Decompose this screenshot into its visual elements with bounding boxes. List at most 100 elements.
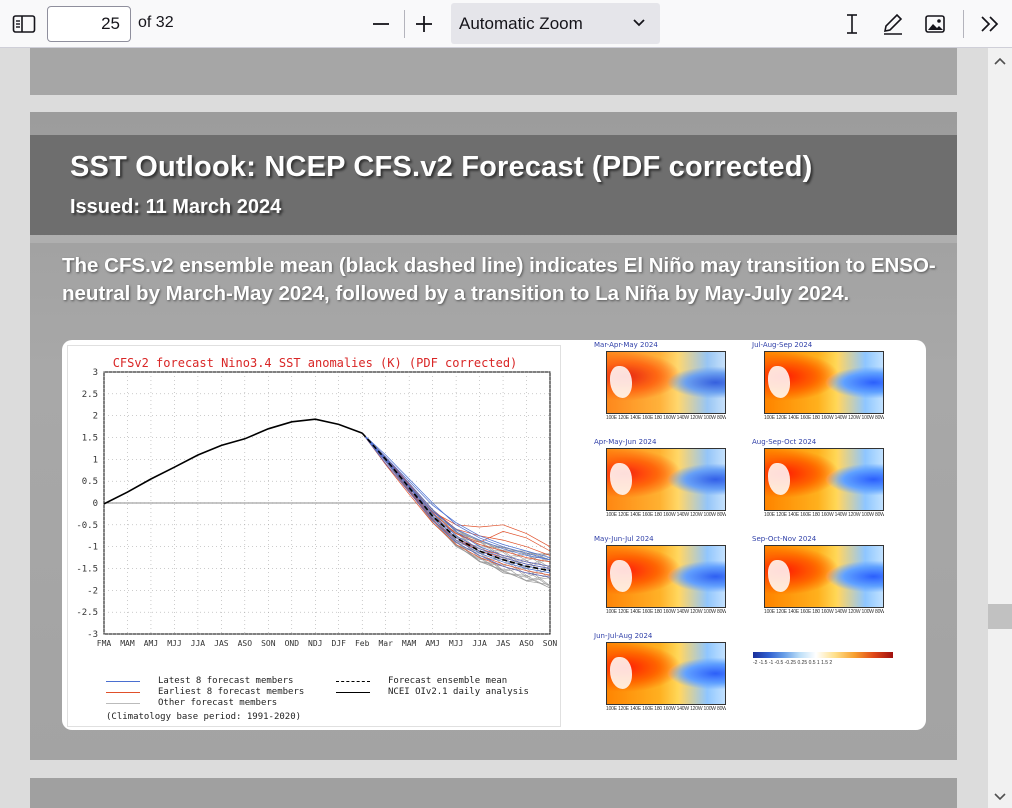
latest-member-line bbox=[361, 432, 551, 567]
sst-map: Sep-Oct-Nov 2024 100E 120E 140E 160E 180 … bbox=[750, 535, 884, 620]
scroll-down-icon[interactable] bbox=[988, 786, 1012, 806]
x-tick-label: Feb bbox=[355, 639, 370, 648]
map-lon-ticks: 100E 120E 140E 160E 180 160W 140W 120W 1… bbox=[606, 512, 726, 518]
legend-latest: Latest 8 forecast members bbox=[106, 676, 326, 688]
zoom-out-button[interactable] bbox=[366, 9, 396, 39]
legend-label-earliest: Earliest 8 forecast members bbox=[158, 687, 305, 697]
toolbar-separator bbox=[963, 10, 964, 38]
y-tick-label: -0.5 bbox=[76, 521, 98, 531]
map-landmass bbox=[768, 560, 790, 592]
x-tick-label: JAS bbox=[214, 639, 229, 648]
map-landmass bbox=[768, 366, 790, 398]
map-landmass bbox=[768, 463, 790, 495]
x-tick-label: DJF bbox=[332, 639, 347, 648]
legend-other: Other forecast members bbox=[106, 698, 326, 710]
x-tick-label: ASO bbox=[238, 639, 253, 648]
x-tick-label: AMJ bbox=[425, 639, 439, 648]
image-tool-button[interactable] bbox=[920, 9, 950, 39]
y-tick-label: 2 bbox=[93, 412, 98, 422]
text-tool-button[interactable] bbox=[838, 9, 866, 39]
map-title: Mar-Apr-May 2024 bbox=[594, 341, 658, 349]
next-page bbox=[30, 778, 957, 808]
chevron-down-icon bbox=[633, 19, 645, 27]
zoom-out-icon bbox=[373, 23, 389, 25]
legend-swatch-earliest bbox=[106, 692, 140, 693]
legend-mean: Forecast ensemble mean bbox=[336, 676, 556, 688]
map-title: Jun-Jul-Aug 2024 bbox=[594, 632, 653, 640]
y-tick-label: 0.5 bbox=[82, 477, 98, 487]
more-tools-button[interactable] bbox=[974, 9, 1006, 39]
map-plot bbox=[606, 351, 726, 414]
map-title: Jul-Aug-Sep 2024 bbox=[752, 341, 813, 349]
latest-member-line bbox=[361, 432, 551, 558]
divider bbox=[30, 235, 957, 243]
zoom-select-value: Automatic Zoom bbox=[459, 14, 583, 33]
legend-analysis: NCEI OIv2.1 daily analysis bbox=[336, 687, 556, 699]
chart-title: CFSv2 forecast Nino3.4 SST anomalies (K)… bbox=[112, 356, 518, 370]
sst-anomaly-maps: -2 -1.5 -1 -0.5 -0.25 0.25 0.5 1 1.5 2 M… bbox=[592, 341, 912, 728]
sidebar-toggle-button[interactable] bbox=[8, 9, 40, 39]
text-cursor-icon bbox=[847, 14, 857, 34]
page-count-label: of 32 bbox=[138, 14, 174, 31]
map-landmass bbox=[610, 366, 632, 398]
latest-member-line bbox=[361, 432, 551, 561]
document-viewer[interactable]: SST Outlook: NCEP CFS.v2 Forecast (PDF c… bbox=[0, 48, 988, 808]
y-tick-label: 1.5 bbox=[82, 434, 98, 444]
slide-title: SST Outlook: NCEP CFS.v2 Forecast (PDF c… bbox=[70, 151, 813, 183]
x-tick-label: SON bbox=[261, 639, 276, 648]
legend-swatch-analysis bbox=[336, 692, 370, 693]
draw-tool-button[interactable] bbox=[878, 9, 908, 39]
x-tick-label: FMA bbox=[97, 639, 112, 648]
sst-map: Mar-Apr-May 2024 100E 120E 140E 160E 180 … bbox=[592, 341, 726, 426]
y-tick-label: -1.5 bbox=[76, 565, 98, 575]
x-tick-label: MAM bbox=[402, 639, 417, 648]
x-tick-label: ASO bbox=[519, 639, 534, 648]
zoom-select[interactable]: Automatic Zoom bbox=[451, 3, 660, 44]
map-landmass bbox=[610, 560, 632, 592]
climatology-note-text: (Climatology base period: 1991-2020) bbox=[106, 712, 302, 722]
slide-body-text: The CFS.v2 ensemble mean (black dashed l… bbox=[62, 254, 936, 305]
sst-map: May-Jun-Jul 2024 100E 120E 140E 160E 180 … bbox=[592, 535, 726, 620]
y-tick-label: 2.5 bbox=[82, 390, 98, 400]
map-lon-ticks: 100E 120E 140E 160E 180 160W 140W 120W 1… bbox=[606, 706, 726, 712]
pdf-toolbar: 25 of 32 Automatic Zoom bbox=[0, 0, 1012, 48]
y-tick-label: -2 bbox=[87, 586, 98, 596]
scroll-up-icon[interactable] bbox=[988, 52, 1012, 72]
double-chevron-right-icon bbox=[981, 16, 999, 32]
map-lon-ticks: 100E 120E 140E 160E 180 160W 140W 120W 1… bbox=[606, 609, 726, 615]
x-tick-label: MJJ bbox=[167, 639, 181, 648]
colorbar-ticks: -2 -1.5 -1 -0.5 -0.25 0.25 0.5 1 1.5 2 bbox=[753, 660, 833, 666]
analysis-line bbox=[103, 418, 363, 505]
map-title: May-Jun-Jul 2024 bbox=[594, 535, 654, 543]
sst-map: Jun-Jul-Aug 2024 100E 120E 140E 160E 180 … bbox=[592, 632, 726, 717]
y-tick-label: -2.5 bbox=[76, 608, 98, 618]
scrollbar-thumb[interactable] bbox=[988, 604, 1012, 629]
map-lon-ticks: 100E 120E 140E 160E 180 160W 140W 120W 1… bbox=[764, 609, 884, 615]
map-title: Aug-Sep-Oct 2024 bbox=[752, 438, 817, 446]
pen-icon bbox=[883, 13, 903, 35]
legend-label-latest: Latest 8 forecast members bbox=[158, 676, 294, 686]
x-tick-label: AMJ bbox=[144, 639, 158, 648]
x-tick-label: JAS bbox=[496, 639, 511, 648]
x-tick-label: MAM bbox=[120, 639, 135, 648]
x-tick-label: JJA bbox=[191, 639, 206, 648]
colorbar bbox=[753, 652, 893, 658]
map-plot bbox=[764, 545, 884, 608]
map-plot bbox=[606, 448, 726, 511]
zoom-in-button[interactable] bbox=[409, 9, 439, 39]
vertical-scrollbar[interactable] bbox=[988, 48, 1012, 808]
map-landmass bbox=[610, 463, 632, 495]
sidebar-toggle-icon bbox=[12, 15, 36, 33]
latest-member-line bbox=[361, 432, 551, 569]
sst-map: Jul-Aug-Sep 2024 100E 120E 140E 160E 180 … bbox=[750, 341, 884, 426]
figure-container: CFSv2 forecast Nino3.4 SST anomalies (K)… bbox=[62, 340, 926, 730]
legend-earliest: Earliest 8 forecast members bbox=[106, 687, 326, 699]
map-plot bbox=[606, 642, 726, 705]
map-title: Sep-Oct-Nov 2024 bbox=[752, 535, 817, 543]
zoom-in-icon bbox=[416, 16, 432, 32]
page-number-input[interactable]: 25 bbox=[47, 6, 131, 42]
legend-swatch-other bbox=[106, 703, 140, 704]
y-tick-label: 0 bbox=[93, 499, 98, 509]
map-plot bbox=[764, 448, 884, 511]
legend-label-other: Other forecast members bbox=[158, 698, 278, 708]
